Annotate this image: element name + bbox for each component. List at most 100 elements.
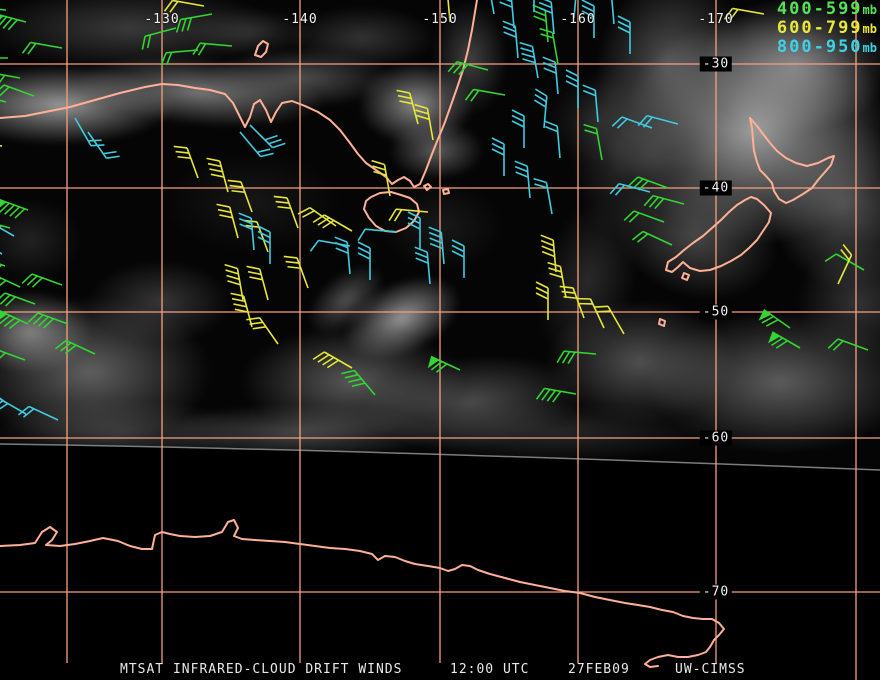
wind-barb [160,49,199,66]
wind-barb [0,348,26,363]
wind-barb [0,219,15,237]
product-title: MTSAT INFRARED-CLOUD DRIFT WINDS [120,662,403,677]
wind-barb [491,137,505,176]
wind-barb [0,57,8,59]
caption-credit: UW-CIMSS [675,662,746,677]
wind-barb [544,120,561,159]
wind-barb [758,308,791,329]
wind-barb [623,210,665,223]
wind-barb [175,13,213,33]
coastline-path [658,318,666,327]
wind-barb [0,254,6,275]
wind-barb [87,131,120,160]
wind-barb [54,339,96,355]
wind-barb [535,281,549,320]
caption-date: 27FEB09 [568,662,630,677]
wind-barb [283,255,309,289]
wind-barb [312,351,353,369]
wind-barb [609,182,651,196]
wind-barb [414,246,431,285]
wind-barb [0,92,7,103]
wind-barb [447,60,489,76]
wind-barb [414,103,434,141]
wind-barb [0,6,7,11]
wind-barb [0,384,9,405]
wind-barb [502,20,519,59]
wind-barb [577,297,605,329]
wind-barb [827,338,869,351]
coastline-path [254,40,269,58]
wind-barb [334,236,351,275]
wind-barb [573,0,578,19]
coastline-path [0,519,725,668]
legend-item-high: 400-599mb [777,0,877,19]
wind-barb [227,179,253,213]
legend-unit: mb [862,41,877,55]
wind-barb [230,292,253,328]
wind-barb [559,285,585,319]
wind-barb [533,88,548,129]
wind-barb [511,109,525,148]
wind-barb [396,89,419,125]
wind-barb [309,239,351,252]
wind-barb [388,208,429,222]
wind-barb [0,309,29,330]
wind-barb [582,84,599,123]
wind-barb [407,211,421,250]
wind-barb [547,261,567,299]
wind-barb [556,350,597,365]
coastline-path [363,191,420,233]
coastline-path [423,183,432,191]
wind-barb [0,272,21,290]
wind-barb [21,273,63,288]
wind-barb [0,12,27,31]
wind-barb [0,71,21,87]
wind-barb [0,198,29,219]
wind-barb [583,123,603,161]
wind-barb [446,0,451,23]
wind-barb [27,312,69,329]
wind-barb [224,263,244,301]
wind-barb [428,226,445,265]
wind-barb [627,176,669,191]
wind-barb [273,195,299,229]
wind-barb [631,230,673,246]
wind-barb [464,88,506,102]
pressure-level-legend: 400-599mb 600-799mb 800-950mb [777,0,877,57]
legend-range: 400-599 [776,0,863,19]
wind-barb [643,194,685,210]
wind-barb [312,214,353,232]
wind-barb [565,69,579,108]
wind-barb [637,114,679,128]
wind-barb [0,218,11,237]
wind-barb [498,0,515,29]
legend-range: 600-799 [776,18,863,38]
earth-limb [0,443,880,471]
wind-barb [341,369,376,396]
wind-barb [216,203,239,239]
wind-barb [535,387,577,403]
wind-barb [617,15,631,54]
wind-barb [610,0,615,25]
wind-barb [581,0,595,38]
legend-unit: mb [862,22,877,36]
latitude-label: -40 [699,180,733,196]
wind-barb [427,355,461,373]
wind-barb [519,41,539,79]
wind-barb [21,41,63,55]
legend-item-mid: 600-799mb [777,19,877,38]
longitude-label: -170 [698,12,734,27]
wind-barb [246,265,269,301]
wind-barb [837,243,853,285]
wind-barb [357,228,398,242]
wind-barb [594,305,625,335]
wind-barb [723,7,765,21]
wind-barb [257,225,271,264]
latitude-label: -30 [699,56,733,72]
wind-barb [239,131,274,158]
wind-barb [192,42,233,56]
wind-barb [371,159,391,197]
legend-range: 800-950 [776,37,863,57]
wind-barb [249,124,286,149]
coastline-path [665,196,772,273]
